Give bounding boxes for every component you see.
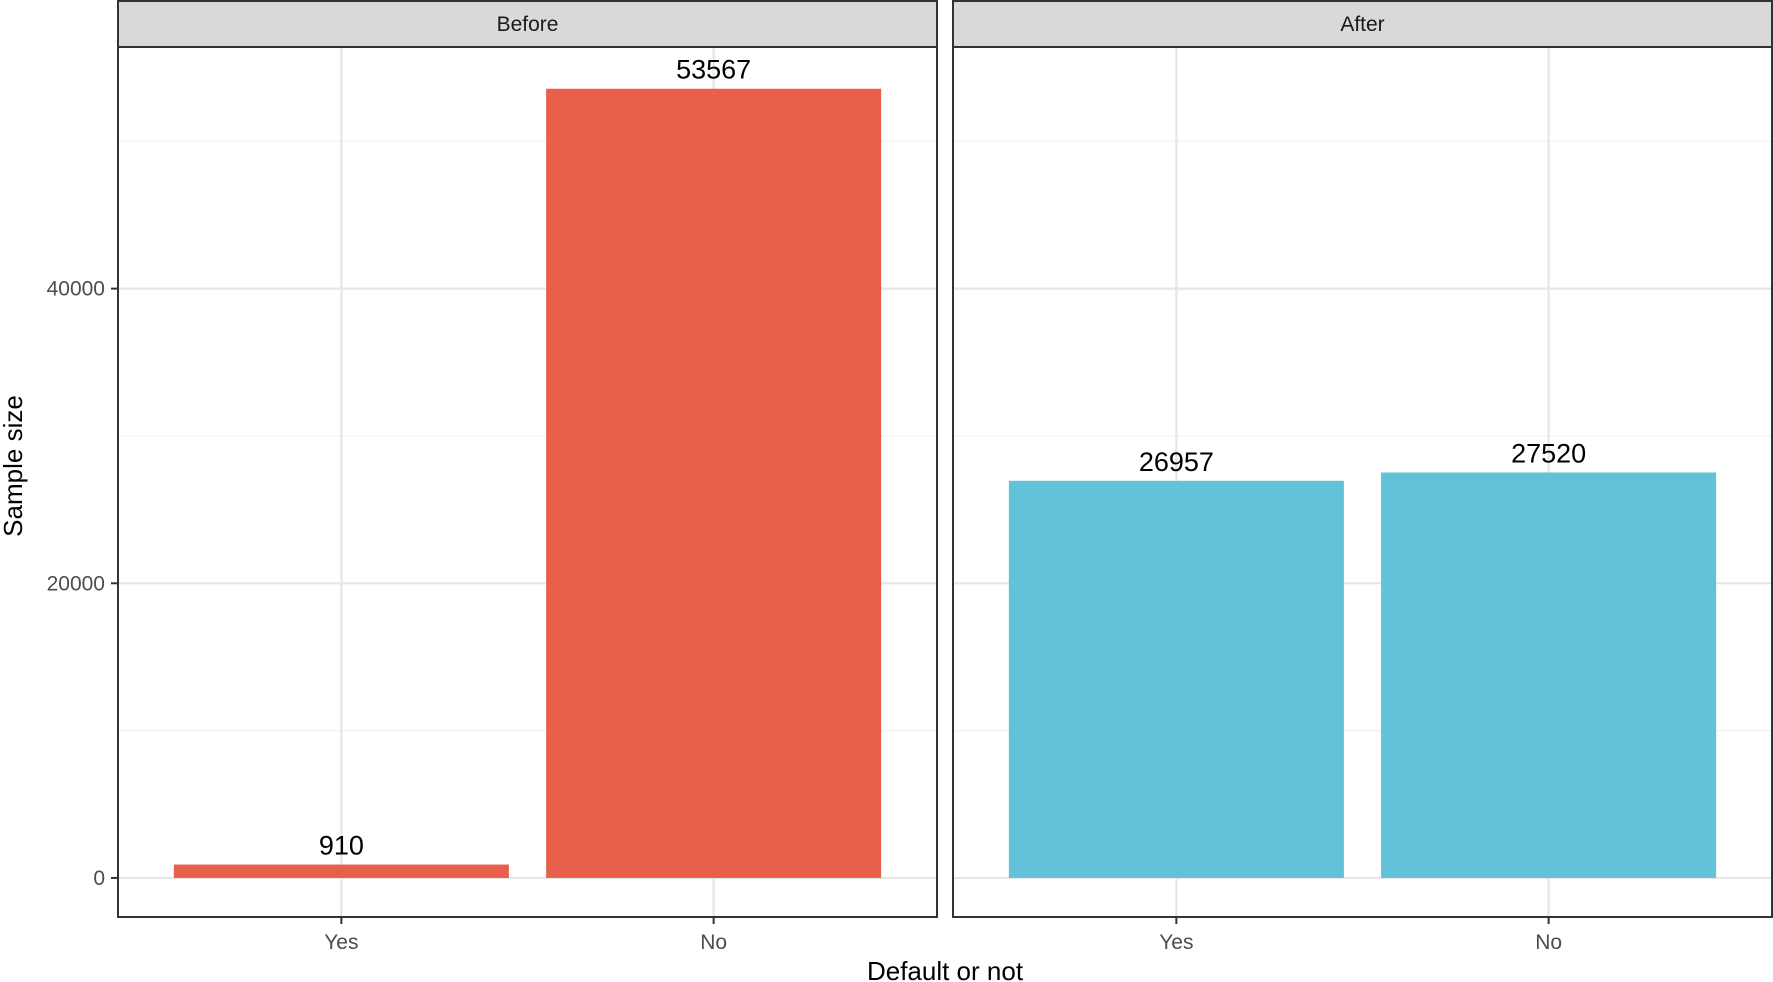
x-tick-label: Yes xyxy=(1159,931,1193,954)
facet-strip xyxy=(117,0,938,48)
data-label: 26957 xyxy=(1139,447,1214,477)
facet-strip xyxy=(952,0,1773,48)
bar-after-no xyxy=(1381,472,1717,878)
y-tick-label: 0 xyxy=(93,867,105,890)
y-tick-label: 40000 xyxy=(47,278,105,301)
x-tick-label: Yes xyxy=(324,931,358,954)
data-label: 910 xyxy=(319,831,364,861)
y-tick-label: 20000 xyxy=(47,572,105,595)
facet-strip-label: After xyxy=(1340,13,1384,36)
y-axis-title: Sample size xyxy=(0,395,28,537)
x-tick-label: No xyxy=(1535,931,1562,954)
bar-before-no xyxy=(546,88,882,878)
data-label: 27520 xyxy=(1511,438,1586,468)
panel-after: 26957 27520 After Yes No xyxy=(952,0,1773,954)
bar-after-yes xyxy=(1008,480,1344,878)
x-axis-title: Default or not xyxy=(867,956,1024,982)
panel-before: 910 53567 Before Yes No xyxy=(117,0,938,954)
facet-strip-label: Before xyxy=(497,13,559,36)
x-tick-label: No xyxy=(700,931,727,954)
bar-before-yes xyxy=(173,864,509,878)
data-label: 53567 xyxy=(676,55,751,85)
